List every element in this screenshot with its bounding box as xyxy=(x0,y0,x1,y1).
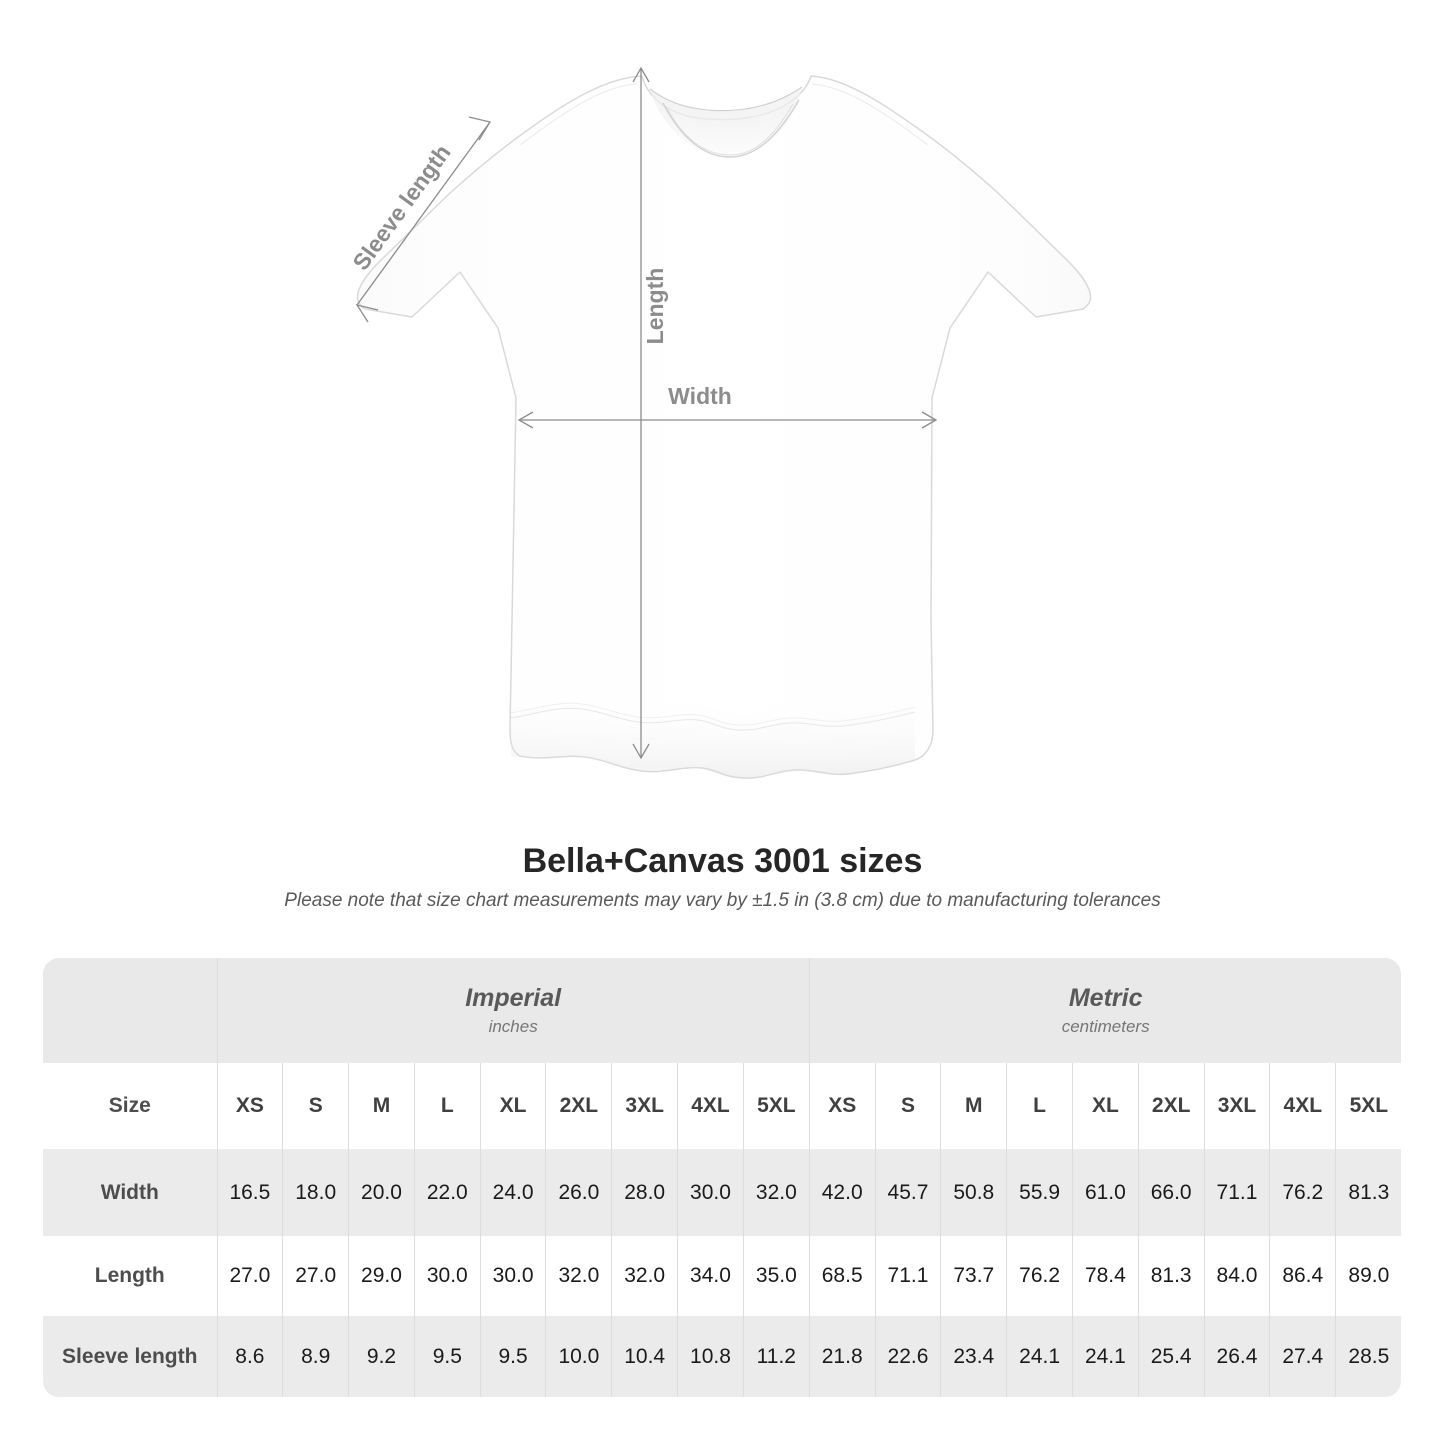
svg-text:Length: Length xyxy=(642,268,668,345)
svg-text:Width: Width xyxy=(668,383,732,409)
